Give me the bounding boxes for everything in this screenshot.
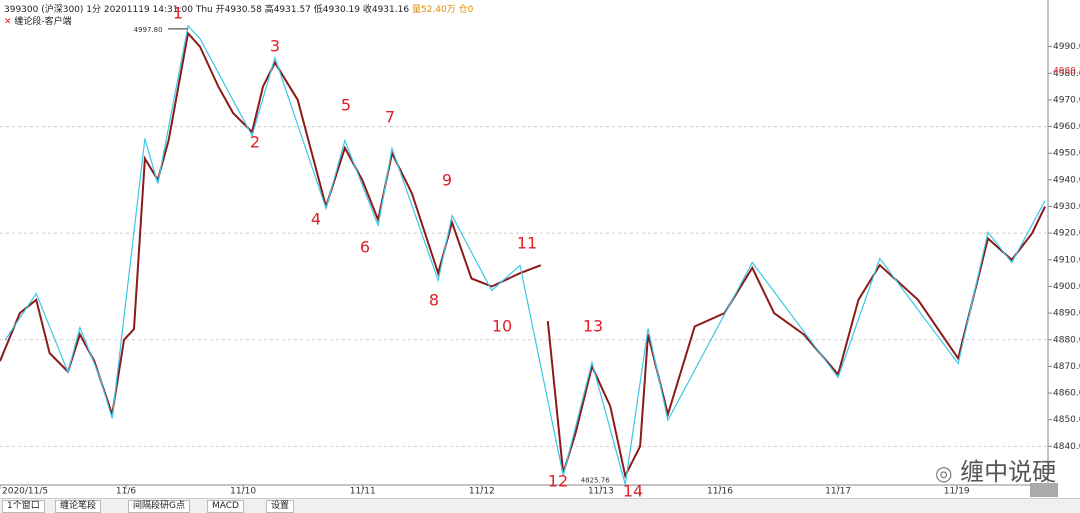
x-tick-label: 11/11	[350, 487, 376, 497]
y-tick-label: 4900.00	[1053, 282, 1080, 292]
x-tick-label: 11/19	[944, 487, 970, 497]
y-tick-label: 4940.00	[1053, 175, 1080, 185]
y-tick-label: 4980.00	[1053, 69, 1080, 79]
x-tick-label: 11/12	[469, 487, 495, 497]
toolbar: 1个窗口 缠论笔段 间隔段研G点 MACD 设置	[0, 498, 1080, 513]
pivot-label: 6	[360, 238, 370, 257]
x-tick-label: 11/10	[230, 487, 256, 497]
pivot-label: 14	[623, 482, 643, 499]
symbol: 399300 (沪深300) 1分 20201119 14:31:00 Thu	[4, 5, 213, 15]
low-label: 4825.76	[581, 476, 610, 484]
series-line	[0, 31, 542, 415]
y-tick-label: 4990.00	[1053, 42, 1080, 52]
x-tick-label: 11/17	[825, 487, 851, 497]
series-line	[4, 24, 1046, 485]
y-tick-label: 4910.00	[1053, 255, 1080, 265]
y-tick-label: 4920.00	[1053, 229, 1080, 239]
y-tick-label: 4850.00	[1053, 415, 1080, 425]
indicator: 缠论段-客户端	[14, 17, 72, 27]
y-tick-label: 4870.00	[1053, 362, 1080, 372]
x-tick-label: 11/13	[588, 487, 614, 497]
toolbar-button[interactable]: MACD	[207, 500, 244, 513]
series-line	[546, 206, 1046, 479]
pivot-label: 12	[548, 472, 568, 491]
watermark-text: 缠中说硬	[960, 458, 1057, 486]
y-tick-label: 4840.00	[1053, 442, 1080, 452]
high-label: 4997.80	[134, 26, 163, 34]
header: 399300 (沪深300) 1分 20201119 14:31:00 Thu …	[4, 2, 473, 15]
pivot-label: 8	[429, 291, 439, 310]
position: 仓0	[458, 5, 474, 15]
pivot-label: 11	[517, 234, 537, 253]
toolbar-button[interactable]: 1个窗口	[2, 500, 45, 513]
toolbar-button[interactable]: 间隔段研G点	[128, 500, 190, 513]
y-tick-label: 4930.00	[1053, 202, 1080, 212]
watermark: ◎ 缠中说硬	[935, 452, 1056, 487]
ohlc: 开4930.58 高4931.57 低4930.19 收4931.16	[215, 5, 410, 15]
y-tick-label: 4970.00	[1053, 95, 1080, 105]
indicator-row: ✕ 缠论段-客户端	[4, 14, 72, 27]
y-tick-label: 4950.00	[1053, 149, 1080, 159]
y-tick-label: 4890.00	[1053, 309, 1080, 319]
x-tick-label: 11/6	[116, 487, 136, 497]
toolbar-button[interactable]: 设置	[266, 500, 295, 513]
pivot-label: 10	[492, 317, 512, 336]
close-icon[interactable]: ✕	[4, 17, 12, 27]
current-price: 4980.77	[1053, 67, 1080, 77]
pivot-label: 9	[442, 171, 452, 190]
y-tick-label: 4960.00	[1053, 122, 1080, 132]
y-tick-label: 4860.00	[1053, 389, 1080, 399]
toolbar-button[interactable]: 缠论笔段	[55, 500, 102, 513]
pivot-label: 2	[250, 133, 260, 152]
pivot-label: 1	[173, 4, 183, 23]
scroll-box[interactable]	[1030, 483, 1058, 497]
volume: 量52.40万	[411, 5, 456, 15]
chart: 4840.00 4850.00 4860.00 4870.00 4880.00 4890.…	[0, 0, 1080, 498]
pivot-label: 5	[341, 96, 351, 115]
pivot-label: 3	[270, 37, 280, 56]
x-tick-label: 2020/11/5	[2, 487, 48, 497]
y-tick-label: 4880.00	[1053, 335, 1080, 345]
wechat-icon: ◎	[935, 461, 953, 485]
pivot-label: 7	[385, 108, 395, 127]
pivot-label: 13	[583, 317, 603, 336]
pivot-label: 4	[311, 210, 321, 229]
x-tick-label: 11/16	[707, 487, 733, 497]
